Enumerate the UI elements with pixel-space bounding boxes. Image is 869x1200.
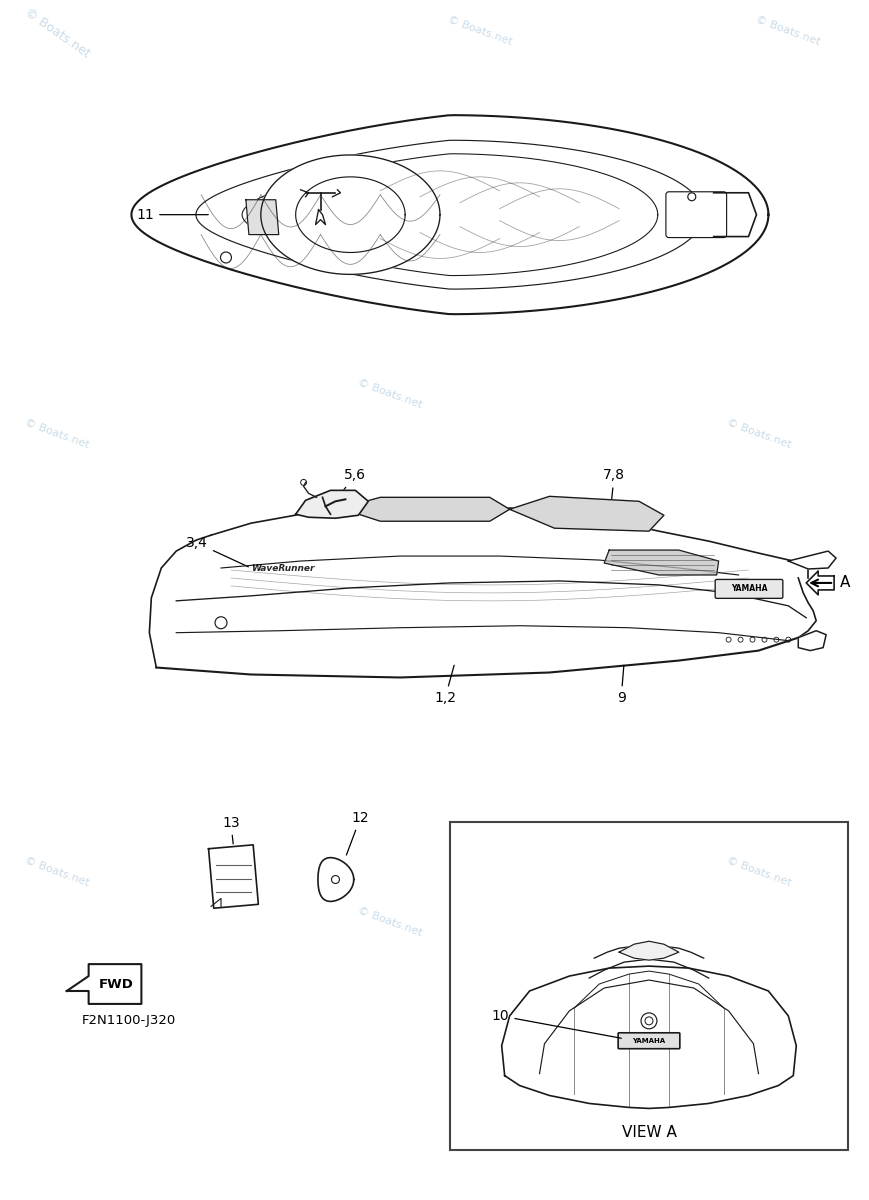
Text: FWD: FWD	[99, 978, 134, 990]
FancyBboxPatch shape	[450, 822, 848, 1151]
Text: © Boats.net: © Boats.net	[23, 856, 90, 888]
Text: © Boats.net: © Boats.net	[725, 856, 792, 888]
Text: © Boats.net: © Boats.net	[754, 14, 822, 47]
Text: YAMAHA: YAMAHA	[633, 1038, 666, 1044]
Polygon shape	[209, 845, 258, 908]
Text: 12: 12	[347, 811, 369, 856]
Text: 9: 9	[617, 665, 626, 706]
Polygon shape	[604, 550, 719, 575]
Text: 1,2: 1,2	[434, 665, 456, 706]
Polygon shape	[131, 115, 768, 314]
Text: © Boats.net: © Boats.net	[22, 6, 92, 61]
Polygon shape	[149, 506, 808, 678]
Text: © Boats.net: © Boats.net	[446, 14, 514, 47]
Polygon shape	[509, 497, 664, 532]
Polygon shape	[318, 858, 354, 901]
Polygon shape	[246, 199, 279, 234]
Text: YAMAHA: YAMAHA	[731, 584, 767, 594]
Polygon shape	[788, 551, 836, 569]
Text: A: A	[840, 576, 851, 590]
Polygon shape	[806, 571, 834, 595]
Polygon shape	[799, 631, 826, 650]
Text: 11: 11	[136, 208, 209, 222]
FancyBboxPatch shape	[618, 1033, 680, 1049]
Polygon shape	[501, 966, 796, 1109]
Polygon shape	[67, 964, 142, 1004]
FancyBboxPatch shape	[715, 580, 783, 599]
Text: VIEW A: VIEW A	[621, 1124, 676, 1140]
Text: 13: 13	[222, 816, 240, 844]
Polygon shape	[619, 941, 679, 960]
Text: © Boats.net: © Boats.net	[725, 418, 792, 450]
Polygon shape	[341, 497, 509, 521]
Text: © Boats.net: © Boats.net	[23, 418, 90, 450]
Text: WaveRunner: WaveRunner	[251, 564, 315, 574]
Polygon shape	[261, 155, 440, 275]
Circle shape	[641, 1013, 657, 1028]
FancyBboxPatch shape	[666, 192, 726, 238]
Text: 5,6: 5,6	[332, 468, 367, 504]
Text: 3,4: 3,4	[186, 536, 249, 566]
Text: © Boats.net: © Boats.net	[356, 905, 424, 937]
Text: F2N1100-J320: F2N1100-J320	[82, 1014, 176, 1027]
Text: 10: 10	[492, 1009, 621, 1038]
Text: © Boats.net: © Boats.net	[356, 378, 424, 410]
Polygon shape	[295, 491, 368, 518]
Text: 7,8: 7,8	[603, 468, 625, 521]
